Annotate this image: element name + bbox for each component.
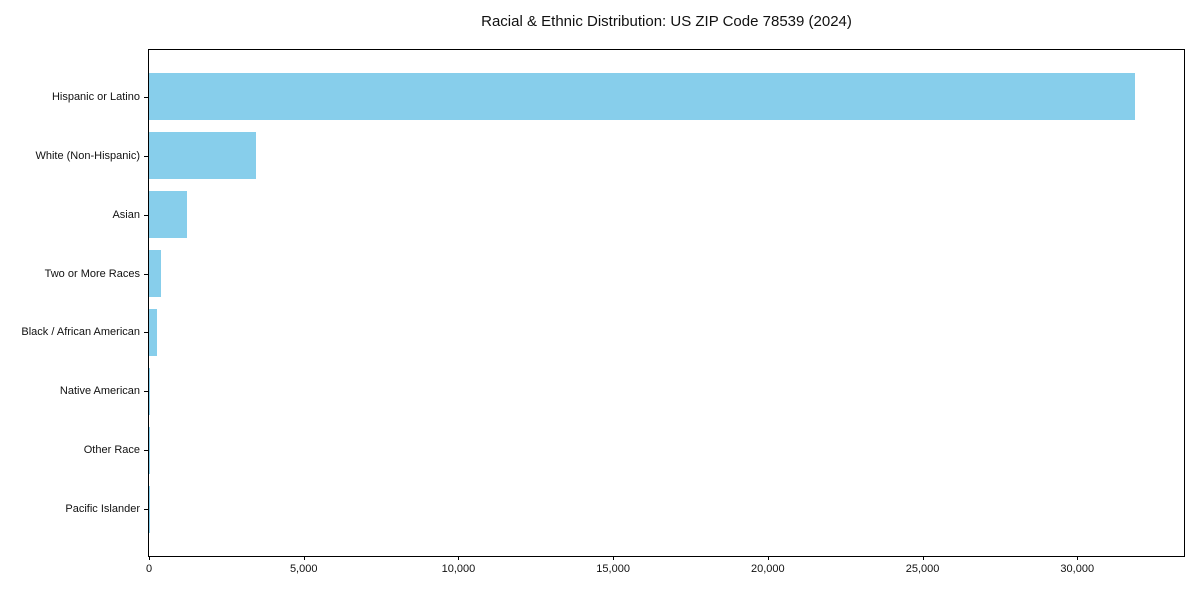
y-tick-label: Asian	[112, 208, 140, 221]
bar	[149, 73, 1136, 121]
x-tick-label: 5,000	[289, 563, 318, 575]
bar	[149, 367, 150, 416]
y-tick-mark	[144, 214, 148, 216]
y-tick-mark	[144, 155, 148, 157]
x-tick-label: 20,000	[751, 563, 785, 575]
y-tick-label: Pacific Islander	[65, 503, 140, 516]
x-tick-mark	[1077, 556, 1079, 560]
x-tick-mark	[149, 556, 150, 560]
x-tick-label: 25,000	[905, 563, 940, 575]
y-tick-label: Two or More Races	[44, 267, 140, 280]
x-tick-mark	[767, 556, 769, 560]
y-tick-mark	[144, 332, 148, 334]
y-tick-label: White (Non-Hispanic)	[35, 149, 140, 162]
bar	[149, 308, 157, 357]
bar	[149, 249, 161, 298]
bar	[149, 131, 257, 180]
x-tick-mark	[922, 556, 924, 560]
y-tick-mark	[144, 509, 148, 511]
y-tick-label: Native American	[59, 385, 140, 398]
y-tick-mark	[144, 273, 148, 275]
x-tick-mark	[613, 556, 615, 560]
x-tick-mark	[303, 556, 305, 560]
x-tick-label: 30,000	[1060, 563, 1095, 575]
x-tick-mark	[458, 556, 460, 560]
chart-title: Racial & Ethnic Distribution: US ZIP Cod…	[481, 13, 852, 30]
bar	[149, 190, 187, 239]
x-tick-label: 0	[145, 563, 153, 575]
y-tick-mark	[144, 391, 148, 393]
x-tick-label: 10,000	[441, 563, 476, 575]
y-tick-label: Black / African American	[21, 326, 140, 339]
y-tick-label: Hispanic or Latino	[51, 90, 140, 103]
x-tick-label: 15,000	[596, 563, 630, 575]
plot-area: Hispanic or Latino White (Non-Hispanic) As…	[21, 49, 1185, 575]
y-tick-label: Other Race	[83, 444, 140, 457]
y-tick-mark	[144, 96, 148, 98]
y-tick-mark	[144, 450, 148, 452]
